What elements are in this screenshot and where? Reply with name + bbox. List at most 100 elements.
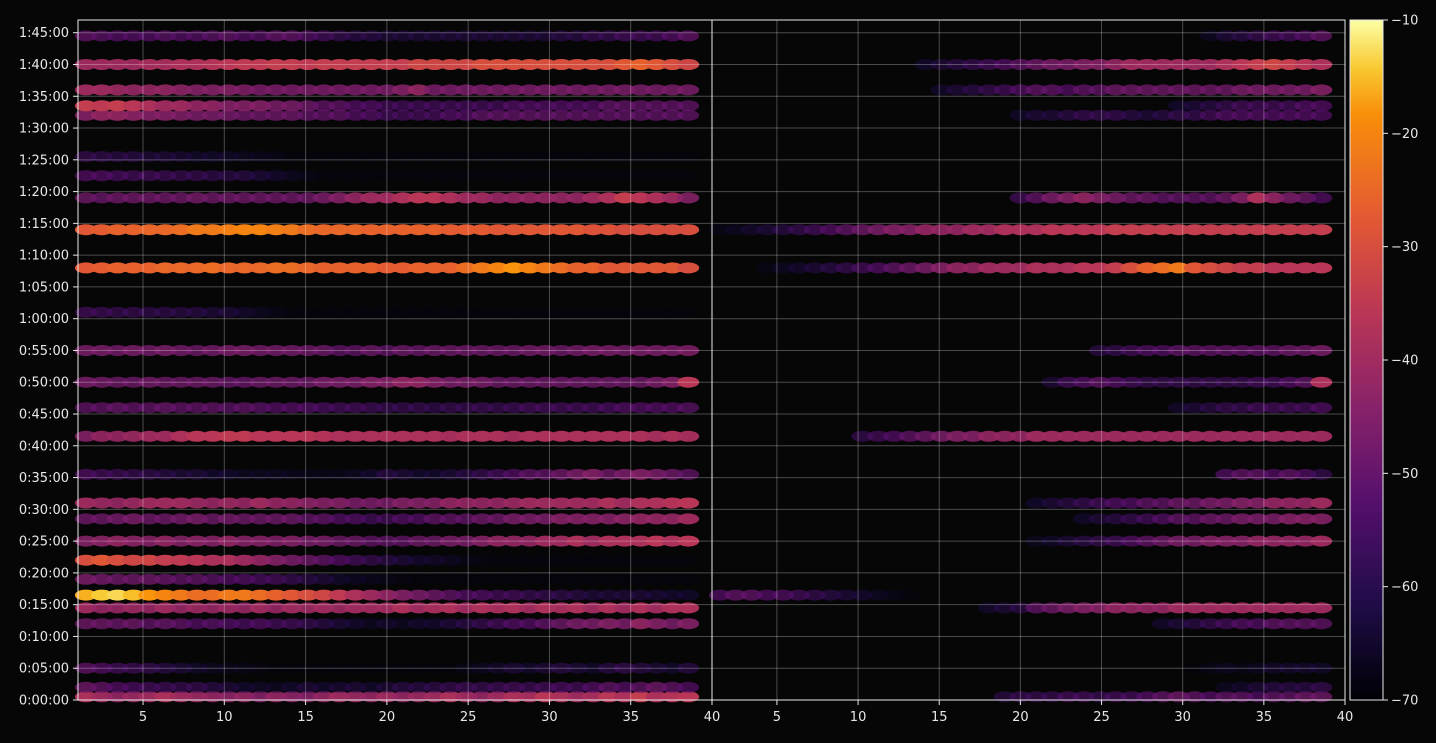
heatmap-cell (344, 224, 367, 236)
heatmap-cell (550, 602, 573, 614)
heatmap-cell (518, 192, 541, 204)
heatmap-cell (582, 573, 605, 585)
heatmap-cell (360, 59, 383, 70)
heatmap-cell (439, 468, 462, 480)
heatmap-cell (1294, 345, 1317, 356)
heatmap-cell (170, 554, 192, 566)
heatmap-cell (360, 345, 383, 356)
heatmap-cell (534, 30, 557, 42)
heatmap-cell (376, 554, 399, 566)
heatmap-cell (1057, 376, 1080, 388)
heatmap-cell (1183, 192, 1206, 204)
heatmap-cell (1041, 262, 1064, 274)
heatmap-cell (312, 513, 335, 525)
heatmap-cell (391, 554, 414, 566)
heatmap-cell (1294, 224, 1317, 236)
heatmap-cell (471, 535, 494, 547)
heatmap-cell (185, 497, 208, 509)
heatmap-cell (138, 151, 161, 163)
heatmap-cell (138, 402, 161, 414)
heatmap-cell (296, 306, 319, 318)
heatmap-cell (344, 573, 367, 585)
heatmap-cell (344, 468, 367, 480)
heatmap-cell (455, 497, 478, 509)
heatmap-cell (423, 170, 446, 182)
heatmap-cell (677, 109, 700, 121)
heatmap-cell (281, 589, 303, 601)
heatmap-cell (439, 59, 462, 70)
heatmap-cell (138, 262, 161, 274)
heatmap-cell (344, 59, 367, 70)
heatmap-cell (487, 402, 509, 414)
heatmap-cell (962, 84, 985, 96)
heatmap-cell (281, 192, 303, 204)
heatmap-cell (154, 681, 177, 693)
heatmap-cell (391, 497, 414, 509)
heatmap-cell (391, 109, 414, 121)
heatmap-cell (550, 192, 573, 204)
heatmap-cell (1247, 535, 1269, 547)
heatmap-cell (1278, 618, 1301, 630)
heatmap-cell (1231, 345, 1254, 356)
heatmap-cell (534, 109, 557, 121)
heatmap-cell (1215, 376, 1238, 388)
heatmap-cell (613, 554, 636, 566)
heatmap-cell (360, 468, 383, 480)
heatmap-cell (1025, 262, 1048, 274)
heatmap-cell (154, 602, 177, 614)
heatmap-cell (233, 345, 256, 356)
colorbar-tick-label: −10 (1391, 14, 1418, 29)
heatmap-cell (582, 662, 605, 674)
heatmap-cell (677, 84, 700, 96)
heatmap-cell (582, 554, 605, 566)
heatmap-cell (1009, 192, 1032, 204)
heatmap-cell (74, 59, 97, 70)
heatmap-cell (613, 681, 636, 693)
heatmap-cell (1247, 662, 1269, 674)
heatmap-cell (645, 573, 668, 585)
heatmap-cell (487, 602, 509, 614)
heatmap-cell (566, 535, 589, 547)
heatmap-cell (566, 224, 589, 236)
heatmap-cell (851, 430, 874, 442)
heatmap-cell (423, 497, 446, 509)
heatmap-cell (1262, 109, 1285, 121)
heatmap-cell (1057, 109, 1080, 121)
heatmap-cell (328, 100, 351, 112)
heatmap-cell (1104, 430, 1127, 442)
heatmap-cell (1294, 109, 1317, 121)
heatmap-cell (883, 262, 905, 274)
heatmap-cell (154, 345, 177, 356)
heatmap-cell (90, 262, 113, 274)
heatmap-cell (1072, 376, 1095, 388)
heatmap-cell (629, 513, 652, 525)
heatmap-cell (74, 192, 97, 204)
heatmap-cell (661, 602, 684, 614)
heatmap-cell (1294, 535, 1317, 547)
heatmap-cell (1310, 691, 1333, 703)
heatmap-cell (851, 589, 874, 601)
heatmap-cell (74, 430, 97, 442)
heatmap-cell (249, 573, 272, 585)
heatmap-cell (344, 345, 367, 356)
heatmap-cell (201, 589, 224, 601)
heatmap-cell (1183, 618, 1206, 630)
heatmap-cell (106, 30, 129, 42)
heatmap-cell (312, 59, 335, 70)
heatmap-cell (1167, 192, 1190, 204)
heatmap-cell (281, 345, 303, 356)
heatmap-cell (281, 262, 303, 274)
heatmap-cell (185, 662, 208, 674)
heatmap-cell (1231, 468, 1254, 480)
heatmap-cell (1104, 262, 1127, 274)
heatmap-cell (598, 59, 620, 70)
heatmap-cell (962, 224, 985, 236)
heatmap-cell (249, 602, 272, 614)
heatmap-cell (487, 306, 509, 318)
heatmap-cell (391, 662, 414, 674)
heatmap-cell (201, 618, 224, 630)
heatmap-cell (344, 554, 367, 566)
heatmap-cell (122, 84, 145, 96)
heatmap-cell (90, 618, 113, 630)
heatmap-cell (613, 468, 636, 480)
